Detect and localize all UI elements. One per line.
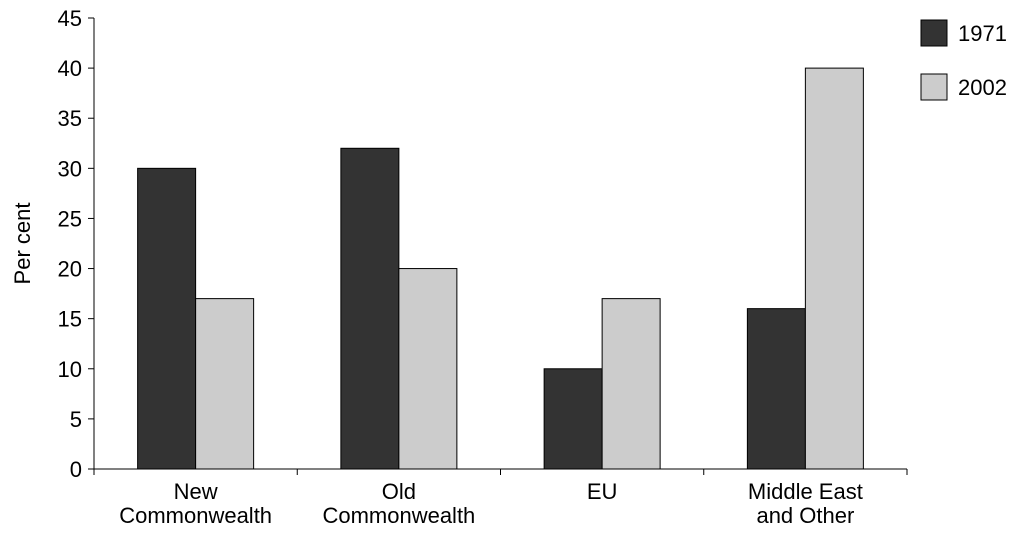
x-category-label-line: Commonwealth xyxy=(119,503,272,528)
bar-1971 xyxy=(746,308,806,470)
bar-1971 xyxy=(543,368,603,470)
y-tick-label: 25 xyxy=(58,206,82,231)
legend-label: 2002 xyxy=(958,75,1007,100)
y-tick-label: 45 xyxy=(58,6,82,31)
bars xyxy=(137,67,864,470)
bar-2002 xyxy=(601,298,661,470)
x-category-label-line: Old xyxy=(382,479,416,504)
x-category-label-line: Commonwealth xyxy=(322,503,475,528)
x-category-label-line: and Other xyxy=(756,503,854,528)
x-category-label: Old Commonwealth xyxy=(322,479,475,528)
x-category-label-line: New xyxy=(174,479,218,504)
y-tick-label: 0 xyxy=(70,457,82,482)
x-category-label: Middle East and Other xyxy=(748,479,863,528)
y-tick-label: 10 xyxy=(58,357,82,382)
y-axis: 0 5 10 15 20 25 30 35 40 45 xyxy=(58,6,95,482)
y-tick-label: 35 xyxy=(58,106,82,131)
bar-2002 xyxy=(195,298,255,470)
legend-label: 1971 xyxy=(958,21,1007,46)
y-axis-title: Per cent xyxy=(10,203,35,285)
y-tick-label: 40 xyxy=(58,56,82,81)
bar-2002 xyxy=(398,268,458,470)
y-tick-label: 15 xyxy=(58,307,82,332)
legend-swatch-1971 xyxy=(920,19,948,47)
x-category-label: EU xyxy=(587,479,618,504)
y-tick-label: 20 xyxy=(58,257,82,282)
bar-2002 xyxy=(804,67,864,470)
legend-swatch-2002 xyxy=(920,73,948,101)
y-tick-label: 30 xyxy=(58,156,82,181)
x-category-label: New Commonwealth xyxy=(119,479,272,528)
bar-1971 xyxy=(137,167,197,470)
y-tick-label: 5 xyxy=(70,407,82,432)
x-category-label-line: EU xyxy=(587,479,618,504)
x-category-label-line: Middle East xyxy=(748,479,863,504)
bar-1971 xyxy=(340,147,400,470)
legend: 1971 2002 xyxy=(920,19,1007,101)
